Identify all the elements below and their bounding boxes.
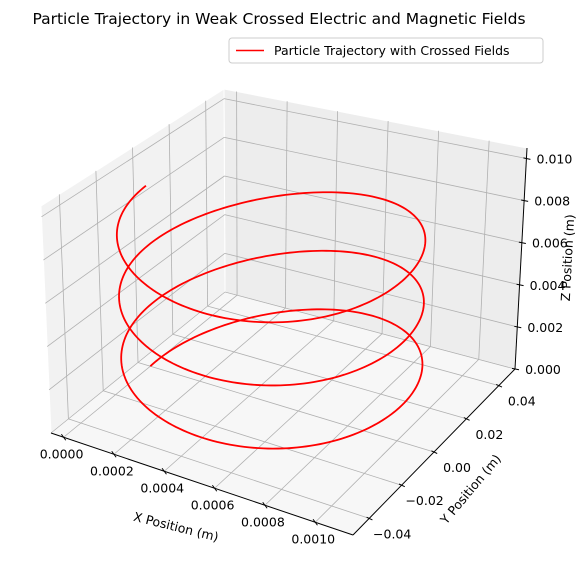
z-tick-mark: [511, 367, 520, 371]
legend-label: Particle Trajectory with Crossed Fields: [274, 43, 510, 58]
legend-frame: [228, 37, 544, 64]
grid-line-y-floor: [68, 418, 370, 519]
x-tick-label: 0.0004: [140, 480, 184, 495]
series-group: [115, 185, 427, 450]
grid-line-z-back: [224, 136, 525, 202]
grid-line-z-side: [50, 291, 226, 434]
z-tick-label: 0.002: [527, 320, 563, 335]
y-tick-mark: [431, 450, 438, 454]
chart-title: Particle Trajectory in Weak Crossed Elec…: [32, 10, 525, 28]
z-tick-mark: [521, 199, 529, 202]
z-tick-mark: [516, 283, 524, 287]
grid-line-x-back: [430, 130, 440, 347]
grid-line-z-side: [41, 98, 225, 218]
z-tick-mark: [518, 241, 526, 245]
y-tick-label: −0.04: [373, 526, 411, 541]
grid-line-z-back: [223, 98, 527, 159]
z-axis-line: [514, 147, 528, 370]
axis-lines: [50, 147, 531, 536]
y-tick-label: 0.02: [475, 427, 503, 442]
grid-line-z-back: [224, 291, 516, 370]
x-tick-label: 0.0008: [241, 514, 285, 529]
z-axis-label: Z Position (m): [558, 214, 578, 302]
grid-line-x-back: [381, 120, 389, 334]
x-axis-line: [50, 432, 354, 536]
z-tick-mark: [523, 157, 531, 160]
grid-line-z-side: [48, 253, 226, 391]
y-tick-mark: [398, 483, 406, 488]
grid-line-y-side: [95, 170, 104, 391]
series-line-0: [115, 185, 427, 450]
z-tick-label: 0.004: [530, 278, 566, 293]
grid-line-z-back: [224, 252, 518, 328]
x-tick-label: 0.0010: [291, 531, 335, 546]
grid-line-z-back: [224, 214, 520, 286]
x-tick-label: 0.0006: [191, 497, 235, 512]
grid-line-z-side: [46, 214, 225, 347]
z-tick-label: 0.000: [525, 362, 561, 377]
grid-line-z-back: [224, 175, 522, 244]
x-axis-label: X Position (m): [132, 509, 220, 545]
y-tick-label: 0.00: [443, 460, 471, 475]
grid-line-z-side: [43, 137, 225, 261]
y-tick-mark: [366, 516, 373, 521]
grid-line-y-floor: [207, 305, 499, 386]
x-tick-mark: [312, 518, 318, 526]
z-tick-label: 0.006: [532, 236, 568, 251]
x-tick-label: 0.0000: [40, 446, 84, 461]
grid-line-x-back: [285, 101, 288, 309]
grid-lines: [41, 91, 527, 523]
x-tick-mark: [211, 484, 218, 492]
grid-line-x-back: [333, 111, 339, 321]
z-tick-label: 0.010: [537, 152, 573, 167]
y-tick-mark: [495, 383, 503, 388]
x-tick-mark: [111, 450, 117, 458]
grid-line-y-floor: [137, 362, 435, 453]
grid-line-y-floor: [172, 333, 467, 420]
y-tick-label: −0.02: [405, 493, 443, 508]
x-tick-label: 0.0002: [90, 463, 134, 478]
grid-line-z-side: [45, 175, 225, 304]
y-tick-mark: [463, 417, 470, 421]
tick-labels: 0.0000 0.0002 0.0004 0.0006 0.0008 0.0010 −0.0…: [40, 152, 573, 547]
x-tick-mark: [262, 501, 268, 509]
grid-line-x-back: [478, 140, 490, 360]
z-tick-label: 0.008: [534, 194, 570, 209]
grid-line-y-side: [132, 147, 139, 363]
axes-3d: 0.0000 0.0002 0.0004 0.0006 0.0008 0.0010 −0.0…: [40, 88, 573, 547]
legend: Particle Trajectory with Crossed Fields: [228, 37, 544, 64]
x-tick-mark: [161, 467, 167, 475]
y-tick-label: 0.04: [508, 394, 536, 409]
grid-line-y-floor: [103, 390, 402, 486]
grid-line-y-side: [58, 194, 69, 419]
x-tick-mark: [60, 433, 67, 441]
z-tick-mark: [514, 325, 522, 329]
